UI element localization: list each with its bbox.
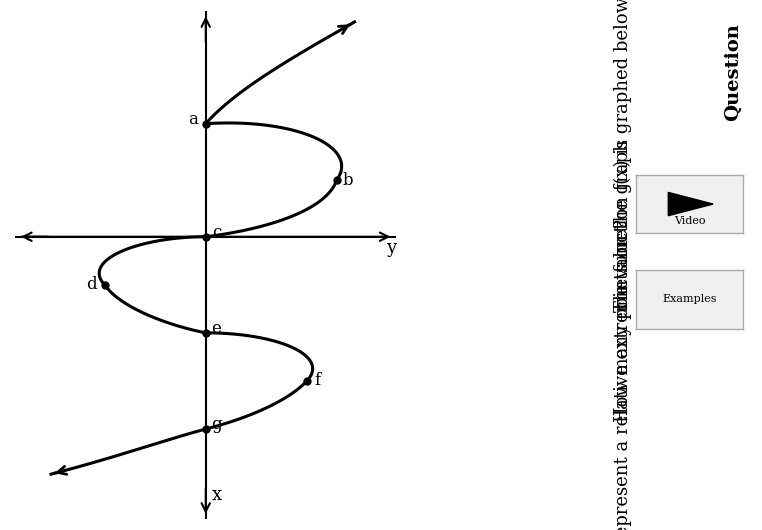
Text: c: c bbox=[212, 224, 221, 241]
Text: The function f(x) is graphed below.: The function f(x) is graphed below. bbox=[614, 0, 632, 313]
Text: d: d bbox=[86, 276, 97, 293]
Text: Video: Video bbox=[674, 216, 706, 226]
Text: How many points on the graph: How many points on the graph bbox=[614, 139, 632, 422]
Text: Question: Question bbox=[724, 23, 741, 121]
Text: e: e bbox=[212, 320, 222, 337]
Text: x: x bbox=[211, 485, 222, 504]
Text: b: b bbox=[342, 172, 353, 189]
Text: y: y bbox=[386, 238, 396, 257]
Text: represent a relative extreme value?: represent a relative extreme value? bbox=[614, 219, 632, 530]
Text: a: a bbox=[187, 111, 197, 128]
Text: Examples: Examples bbox=[662, 295, 717, 304]
Text: f: f bbox=[315, 373, 321, 390]
Polygon shape bbox=[668, 192, 713, 216]
Text: g: g bbox=[211, 416, 222, 433]
